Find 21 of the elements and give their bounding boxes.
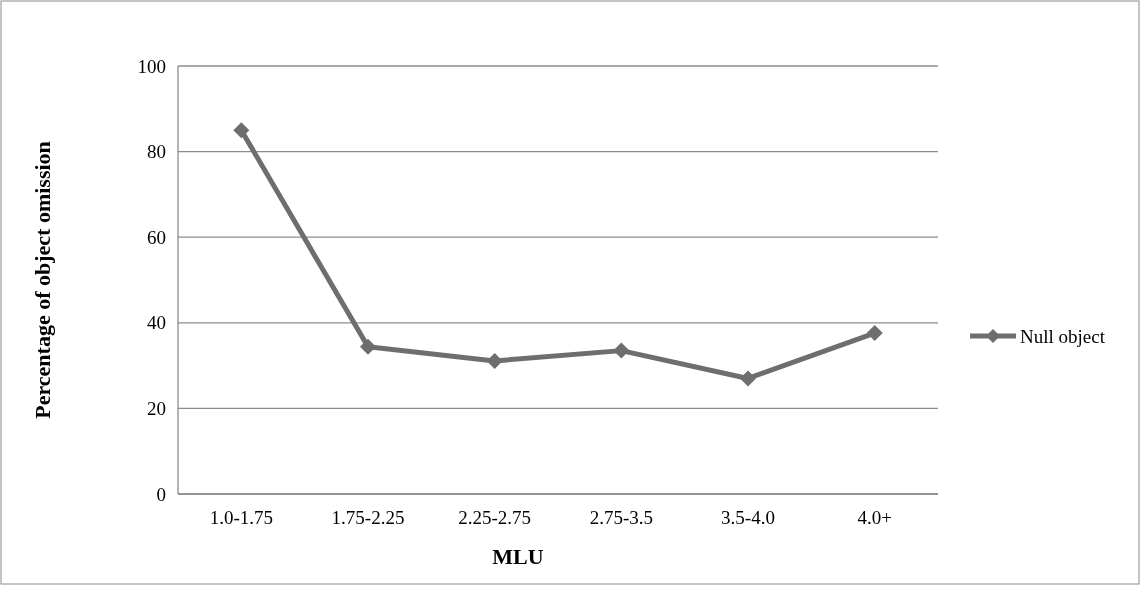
point bbox=[486, 352, 503, 369]
point bbox=[866, 325, 883, 342]
point bbox=[613, 342, 630, 359]
y-tick-label: 40 bbox=[147, 312, 166, 334]
x-tick-label: 1.75-2.25 bbox=[331, 507, 405, 528]
y-axis-title: Percentage of object omission bbox=[30, 141, 55, 419]
x-tick-label: 4.0+ bbox=[857, 507, 892, 528]
x-tick-label: 3.5-4.0 bbox=[721, 507, 775, 528]
point bbox=[740, 370, 756, 387]
point bbox=[233, 122, 250, 139]
point bbox=[360, 338, 376, 355]
y-tick-label: 20 bbox=[147, 398, 166, 420]
x-tick-label: 2.25-2.75 bbox=[458, 507, 532, 528]
y-tick-label: 100 bbox=[137, 55, 166, 77]
x-tick-label: 1.0-1.75 bbox=[209, 507, 273, 528]
y-tick-label: 60 bbox=[147, 226, 166, 248]
legend-label: Null object bbox=[1020, 325, 1106, 347]
x-axis-title: MLU bbox=[492, 544, 544, 569]
y-tick-label: 80 bbox=[147, 141, 166, 163]
x-tick-label: 2.75-3.5 bbox=[589, 507, 653, 528]
y-tick-label: 0 bbox=[156, 483, 166, 505]
